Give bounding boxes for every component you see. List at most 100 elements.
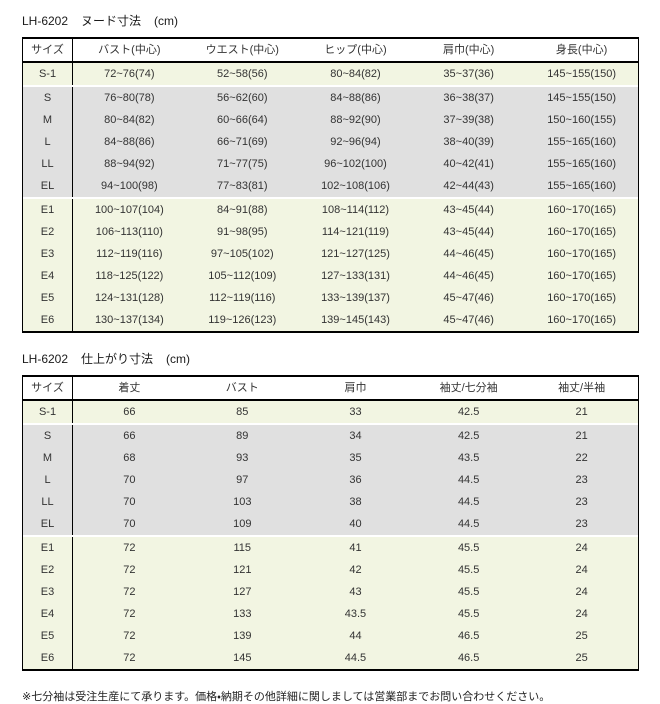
value-cell: 72 <box>72 537 186 559</box>
value-cell: 84~88(86) <box>72 131 186 153</box>
size-cell: E3 <box>22 243 73 265</box>
size-cell: E5 <box>22 287 73 309</box>
value-cell: 103 <box>185 491 299 513</box>
group-separator <box>22 535 639 537</box>
value-cell: 160~170(165) <box>525 287 639 309</box>
value-cell: 25 <box>525 625 639 647</box>
value-cell: 44.5 <box>412 491 526 513</box>
value-cell: 92~96(94) <box>298 131 413 153</box>
group-separator-cell <box>22 423 639 425</box>
value-cell: 42 <box>298 559 413 581</box>
table-row: M 80~84(82) 60~66(64) 88~92(90) 37~39(38) 150… <box>22 109 639 131</box>
table-title-label: ヌード寸法 <box>81 14 142 28</box>
value-cell: 23 <box>525 491 639 513</box>
value-cell: 36~38(37) <box>412 87 526 109</box>
value-cell: 100~107(104) <box>72 199 186 221</box>
footnote-text: ※七分袖は受注生産にて承ります。価格・納期その他詳細に関しましては営業部までお問… <box>22 691 551 703</box>
value-cell: 44~46(45) <box>412 265 526 287</box>
value-cell: 66 <box>72 425 186 447</box>
column-header-sleeve-threequarter: 袖丈/七分袖 <box>412 376 526 401</box>
size-cell: S-1 <box>22 400 73 423</box>
value-cell: 35~37(36) <box>412 62 526 85</box>
value-cell: 124~131(128) <box>72 287 186 309</box>
column-header-hip: ヒップ(中心) <box>298 38 413 63</box>
header-row: サイズ バスト(中心) ウエスト(中心) ヒップ(中心) 肩巾(中心) 身長(中… <box>22 38 639 63</box>
value-cell: 72 <box>72 647 186 670</box>
table-row: E5 72 139 44 46.5 25 <box>22 625 639 647</box>
value-cell: 34 <box>298 425 413 447</box>
finished-size-table: サイズ 着丈 バスト 肩巾 袖丈/七分袖 袖丈/半袖 S-1 66 85 33 42.5… <box>22 375 639 671</box>
table-row: E6 130~137(134) 119~126(123) 139~145(143) 45… <box>22 309 639 332</box>
table-row: E2 106~113(110) 91~98(95) 114~121(119) 43~45… <box>22 221 639 243</box>
value-cell: 70 <box>72 491 186 513</box>
group-separator <box>22 423 639 425</box>
table-row: E1 72 115 41 45.5 24 <box>22 537 639 559</box>
size-cell: E4 <box>22 603 73 625</box>
value-cell: 127~133(131) <box>298 265 413 287</box>
value-cell: 40 <box>298 513 413 535</box>
value-cell: 96~102(100) <box>298 153 413 175</box>
value-cell: 38~40(39) <box>412 131 526 153</box>
nude-size-table: サイズ バスト(中心) ウエスト(中心) ヒップ(中心) 肩巾(中心) 身長(中… <box>22 37 639 333</box>
value-cell: 150~160(155) <box>525 109 639 131</box>
value-cell: 35 <box>298 447 413 469</box>
value-cell: 160~170(165) <box>525 265 639 287</box>
size-cell: E6 <box>22 309 73 332</box>
value-cell: 155~165(160) <box>525 153 639 175</box>
value-cell: 139 <box>185 625 299 647</box>
model-number: LH-6202 <box>22 14 69 28</box>
value-cell: 43~45(44) <box>412 199 526 221</box>
value-cell: 155~165(160) <box>525 131 639 153</box>
size-cell: E6 <box>22 647 73 670</box>
value-cell: 52~58(56) <box>185 62 299 85</box>
size-spec-document: { "colors": { "row_cream": "#f2f5e2", "r… <box>22 14 639 703</box>
value-cell: 42.5 <box>412 425 526 447</box>
header-row: サイズ 着丈 バスト 肩巾 袖丈/七分袖 袖丈/半袖 <box>22 376 639 401</box>
value-cell: 43~45(44) <box>412 221 526 243</box>
table-row: E6 72 145 44.5 46.5 25 <box>22 647 639 670</box>
value-cell: 160~170(165) <box>525 199 639 221</box>
value-cell: 24 <box>525 537 639 559</box>
value-cell: 24 <box>525 581 639 603</box>
value-cell: 45.5 <box>412 581 526 603</box>
value-cell: 68 <box>72 447 186 469</box>
value-cell: 23 <box>525 513 639 535</box>
size-cell: LL <box>22 153 73 175</box>
column-header-bust: バスト(中心) <box>72 38 186 63</box>
column-header-bust: バスト <box>185 376 299 401</box>
value-cell: 88~92(90) <box>298 109 413 131</box>
value-cell: 41 <box>298 537 413 559</box>
column-header-size: サイズ <box>22 38 73 63</box>
value-cell: 25 <box>525 647 639 670</box>
value-cell: 45.5 <box>412 559 526 581</box>
column-header-waist: ウエスト(中心) <box>185 38 299 63</box>
table-row: S 66 89 34 42.5 21 <box>22 425 639 447</box>
table-row: E1 100~107(104) 84~91(88) 108~114(112) 43~45… <box>22 199 639 221</box>
table-row: L 84~88(86) 66~71(69) 92~96(94) 38~40(39) 155… <box>22 131 639 153</box>
column-header-size: サイズ <box>22 376 73 401</box>
size-cell: EL <box>22 175 73 197</box>
table-row: E4 118~125(122) 105~112(109) 127~133(131) 44… <box>22 265 639 287</box>
group-separator <box>22 197 639 199</box>
value-cell: 72~76(74) <box>72 62 186 85</box>
value-cell: 112~119(116) <box>72 243 186 265</box>
value-cell: 160~170(165) <box>525 309 639 332</box>
value-cell: 42~44(43) <box>412 175 526 197</box>
size-cell: E4 <box>22 265 73 287</box>
value-cell: 43.5 <box>412 447 526 469</box>
value-cell: 133~139(137) <box>298 287 413 309</box>
size-cell: E2 <box>22 221 73 243</box>
value-cell: 37~39(38) <box>412 109 526 131</box>
value-cell: 45~47(46) <box>412 287 526 309</box>
value-cell: 43 <box>298 581 413 603</box>
size-cell: E2 <box>22 559 73 581</box>
value-cell: 76~80(78) <box>72 87 186 109</box>
value-cell: 72 <box>72 559 186 581</box>
value-cell: 45.5 <box>412 603 526 625</box>
value-cell: 22 <box>525 447 639 469</box>
table-row: E5 124~131(128) 112~119(116) 133~139(137) 45… <box>22 287 639 309</box>
value-cell: 106~113(110) <box>72 221 186 243</box>
size-cell: LL <box>22 491 73 513</box>
value-cell: 145~155(150) <box>525 87 639 109</box>
value-cell: 84~88(86) <box>298 87 413 109</box>
